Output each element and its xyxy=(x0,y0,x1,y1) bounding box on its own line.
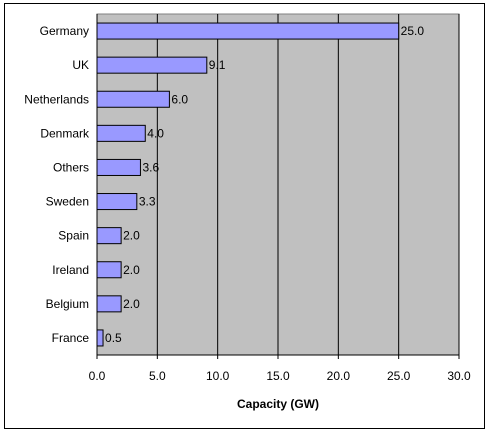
data-label: 9.1 xyxy=(209,58,226,72)
data-label: 25.0 xyxy=(401,24,425,38)
x-tick-label: 25.0 xyxy=(387,369,411,383)
x-tick-label: 20.0 xyxy=(327,369,351,383)
data-label: 4.0 xyxy=(147,126,164,140)
bar-france xyxy=(96,329,104,347)
bar-belgium xyxy=(96,295,122,313)
bar-others xyxy=(96,158,141,176)
bar-uk xyxy=(96,56,208,74)
category-label: UK xyxy=(72,58,89,72)
bar-spain xyxy=(96,227,122,245)
data-label: 2.0 xyxy=(123,229,140,243)
bar-ireland xyxy=(96,261,122,279)
category-label: Sweden xyxy=(46,195,89,209)
data-label: 6.0 xyxy=(171,92,188,106)
data-label: 3.6 xyxy=(142,160,159,174)
x-tick-label: 30.0 xyxy=(447,369,471,383)
bar-netherlands xyxy=(96,90,170,108)
data-label: 2.0 xyxy=(123,297,140,311)
category-label: Belgium xyxy=(46,297,89,311)
bar-sweden xyxy=(96,193,138,211)
category-label: Ireland xyxy=(52,263,89,277)
x-axis-title: Capacity (GW) xyxy=(237,397,319,411)
x-tick-labels: 0.0 5.0 10.0 15.0 20.0 25.0 30.0 xyxy=(89,355,471,383)
bars xyxy=(96,22,400,347)
category-labels: Germany UK Netherlands Denmark Others Sweden S… xyxy=(24,24,90,345)
data-label: 3.3 xyxy=(139,195,156,209)
x-tick-label: 15.0 xyxy=(266,369,290,383)
category-label: Denmark xyxy=(40,126,90,140)
x-tick-label: 10.0 xyxy=(206,369,230,383)
category-label: France xyxy=(52,331,90,345)
x-tick-label: 5.0 xyxy=(149,369,166,383)
category-label: Netherlands xyxy=(24,92,89,106)
category-label: Spain xyxy=(58,229,89,243)
data-label: 0.5 xyxy=(105,331,122,345)
data-label: 2.0 xyxy=(123,263,140,277)
x-tick-label: 0.0 xyxy=(89,369,106,383)
bar-germany xyxy=(96,22,400,40)
bar-denmark xyxy=(96,124,146,142)
category-label: Germany xyxy=(40,24,89,38)
category-label: Others xyxy=(53,160,89,174)
value-labels: 25.0 9.1 6.0 4.0 3.6 3.3 2.0 2.0 2.0 0.5 xyxy=(105,24,424,345)
